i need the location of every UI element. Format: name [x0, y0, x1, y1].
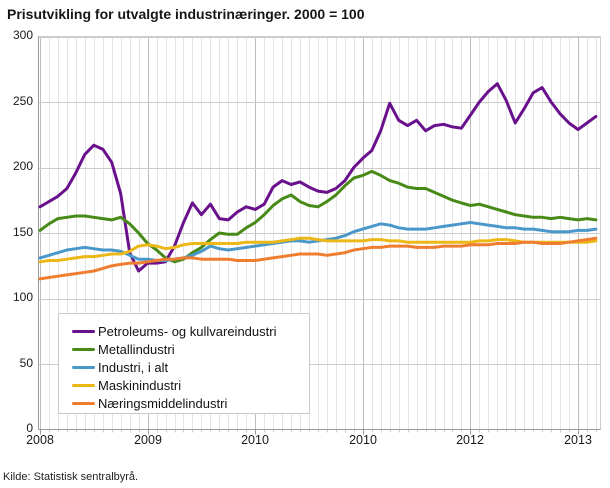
y-axis-tick-label: 200	[12, 159, 33, 173]
legend-line-swatch	[72, 401, 95, 405]
legend-line-swatch	[72, 329, 95, 333]
y-axis-tick-label: 150	[12, 225, 33, 239]
legend-label: Metallindustri	[98, 341, 175, 357]
chart-title: Prisutvikling for utvalgte industrinærin…	[7, 6, 365, 22]
y-axis-tick-label: 100	[12, 290, 33, 304]
y-axis-tick-label: 50	[19, 356, 33, 370]
legend-item: Næringsmiddelindustri	[72, 394, 309, 412]
x-axis-tick-label: 2013	[564, 433, 592, 447]
x-axis-tick-label: 2010	[241, 433, 269, 447]
legend-line-swatch	[72, 347, 95, 351]
legend-item: Maskinindustri	[72, 376, 309, 394]
x-axis-tick-label: 2009	[134, 433, 162, 447]
legend-line-swatch	[72, 383, 95, 387]
y-axis-tick-label: 0	[26, 421, 33, 435]
legend-item: Metallindustri	[72, 340, 309, 358]
legend-item: Petroleums- og kullvareindustri	[72, 322, 309, 340]
legend-label: Næringsmiddelindustri	[98, 395, 228, 411]
legend-label: Petroleums- og kullvareindustri	[98, 323, 277, 339]
series-line	[38, 236, 598, 281]
legend-line-swatch	[72, 365, 95, 369]
legend-label: Maskinindustri	[98, 377, 182, 393]
x-axis-tick-label: 2012	[456, 433, 484, 447]
series-line	[38, 82, 598, 273]
legend-label: Industri, i alt	[98, 359, 169, 375]
y-axis-tick-label: 300	[12, 28, 33, 42]
legend: Petroleums- og kullvareindustri Metallin…	[58, 313, 310, 414]
series-line	[38, 236, 598, 264]
series-line	[38, 169, 598, 264]
x-axis-tick-label: 2010	[349, 433, 377, 447]
legend-item: Industri, i alt	[72, 358, 309, 376]
x-axis-tick-label: 2008	[26, 433, 54, 447]
y-axis-tick-label: 250	[12, 94, 33, 108]
source-note: Kilde: Statistisk sentralbyrå.	[3, 471, 139, 483]
